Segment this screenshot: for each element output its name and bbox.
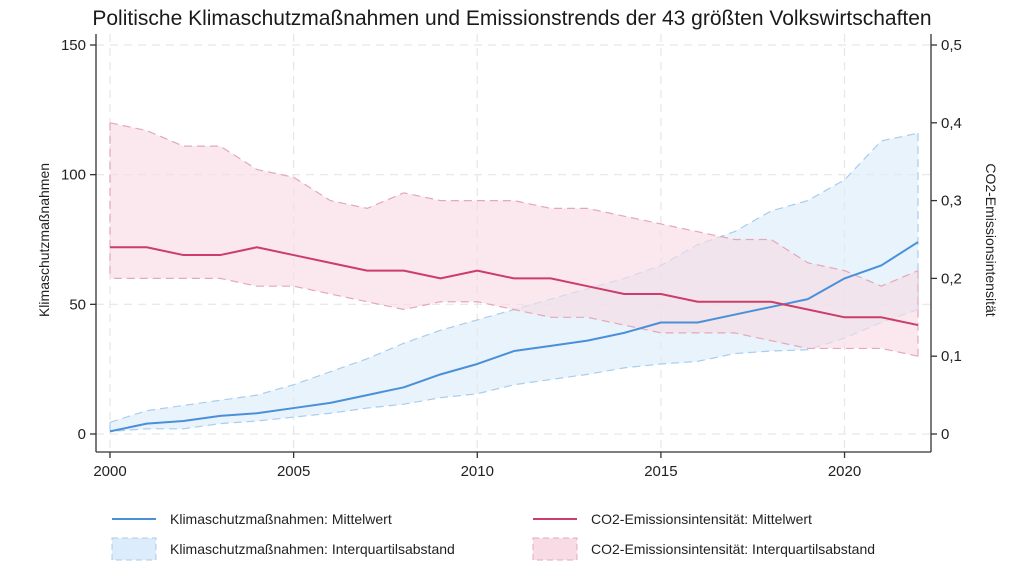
x-tick-label: 2005 <box>277 463 310 480</box>
legend-label: Klimaschutzmaßnahmen: Interquartilsabsta… <box>170 541 455 557</box>
y-tick-label: 100 <box>61 167 86 184</box>
band-upper-edge <box>109 122 919 287</box>
band-lower-edge <box>110 277 919 357</box>
legend-label: CO2-Emissionsintensität: Mittelwert <box>591 511 812 527</box>
series-line <box>110 246 919 327</box>
y2-tick-label: 0,2 <box>941 270 962 287</box>
y2-tick-label: 0,1 <box>941 348 962 365</box>
chart-title: Politische Klimaschutzmaßnahmen und Emis… <box>92 7 931 30</box>
y-tick-label: 50 <box>69 296 86 313</box>
y2-tick-label: 0,5 <box>941 37 962 54</box>
axes: 0 50 100 150 0 0,1 0,2 0,3 0,4 0,5 2000 2005 2010 201… <box>61 34 962 480</box>
legend-band-swatch <box>111 537 157 561</box>
lines <box>109 241 919 433</box>
legend-band-swatch <box>532 537 578 561</box>
x-tick-label: 2000 <box>93 463 126 480</box>
x-tick-label: 2020 <box>828 463 861 480</box>
x-tick-label: 2015 <box>644 463 677 480</box>
y-tick-label: 150 <box>61 37 86 54</box>
band-area <box>110 122 918 357</box>
y2-tick-label: 0 <box>941 426 949 443</box>
legend-label: Klimaschutzmaßnahmen: Mittelwert <box>170 511 392 527</box>
y2-tick-label: 0,4 <box>941 115 962 132</box>
legend: Klimaschutzmaßnahmen: Mittelwert CO2-Emis… <box>111 511 875 561</box>
legend-label: CO2-Emissionsintensität: Interquartilsab… <box>591 541 875 557</box>
y-axis-title: Klimaschutzmaßnahmen <box>36 163 52 317</box>
y2-axis-title: CO2-Emissionsintensität <box>983 163 999 316</box>
y-tick-label: 0 <box>78 426 86 443</box>
x-tick-label: 2010 <box>461 463 494 480</box>
y2-tick-label: 0,3 <box>941 193 962 210</box>
band-area <box>110 133 918 432</box>
bands <box>109 122 919 433</box>
